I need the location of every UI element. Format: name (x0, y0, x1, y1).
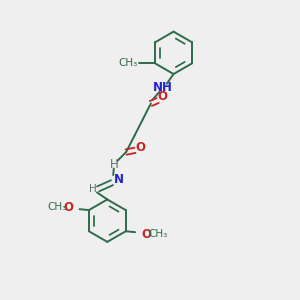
Text: H: H (89, 184, 97, 194)
Text: O: O (158, 91, 167, 103)
Text: NH: NH (153, 81, 173, 94)
Text: CH₃: CH₃ (148, 229, 168, 239)
Text: O: O (142, 228, 152, 241)
Text: CH₃: CH₃ (48, 202, 67, 212)
Text: O: O (63, 201, 73, 214)
Text: H: H (110, 158, 118, 171)
Text: O: O (135, 141, 145, 154)
Text: CH₃: CH₃ (119, 58, 138, 68)
Text: N: N (114, 172, 124, 186)
